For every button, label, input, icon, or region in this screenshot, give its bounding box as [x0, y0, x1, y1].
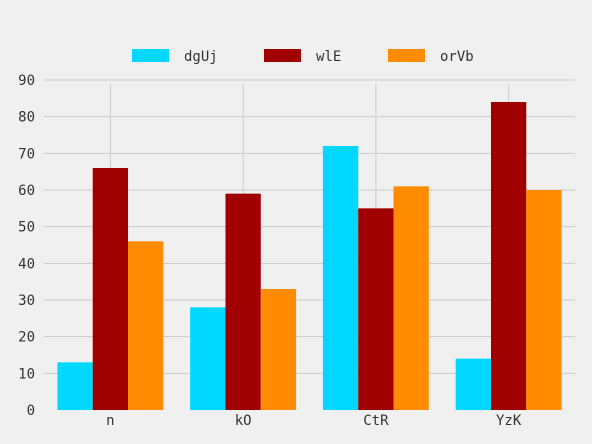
legend: dgUj wlE orVb: [132, 49, 474, 65]
bar-dgUj-n: [57, 362, 93, 410]
y-tick-label: 90: [18, 73, 35, 89]
bar-dgUj-YzK: [455, 358, 491, 410]
x-tick-label: CtR: [363, 413, 389, 429]
legend-swatch-orVb: [388, 49, 425, 62]
bar-orVb-n: [128, 241, 164, 410]
y-axis-ticks: 0 10 20 30 40 50 60 70 80 90: [18, 73, 35, 419]
bar-wlE-n: [92, 168, 129, 410]
bar-dgUj-CtR: [322, 146, 359, 410]
bar-wlE-YzK: [490, 102, 527, 410]
legend-label-dgUj: dgUj: [184, 49, 218, 65]
y-tick-label: 40: [18, 256, 35, 272]
bar-orVb-kO: [260, 289, 297, 410]
y-tick-label: 70: [18, 146, 35, 162]
x-tick-label: n: [106, 413, 114, 429]
y-tick-label: 60: [18, 183, 35, 199]
x-tick-label: kO: [235, 413, 252, 429]
y-tick-label: 0: [27, 403, 35, 419]
x-tick-label: YzK: [496, 413, 522, 429]
bars: [57, 102, 562, 410]
legend-swatch-wlE: [264, 49, 301, 62]
y-tick-label: 10: [18, 366, 35, 382]
bar-dgUj-kO: [190, 307, 226, 410]
legend-label-wlE: wlE: [316, 49, 341, 65]
legend-swatch-dgUj: [132, 49, 169, 62]
bar-wlE-kO: [225, 193, 261, 410]
y-tick-label: 20: [18, 330, 35, 346]
bar-wlE-CtR: [358, 208, 394, 410]
y-tick-label: 50: [18, 220, 35, 236]
bar-orVb-YzK: [526, 190, 562, 410]
legend-label-orVb: orVb: [440, 49, 474, 65]
bar-orVb-CtR: [393, 186, 429, 410]
y-tick-label: 80: [18, 110, 35, 126]
y-tick-label: 30: [18, 293, 35, 309]
x-axis-ticks: n kO CtR YzK: [106, 413, 522, 429]
